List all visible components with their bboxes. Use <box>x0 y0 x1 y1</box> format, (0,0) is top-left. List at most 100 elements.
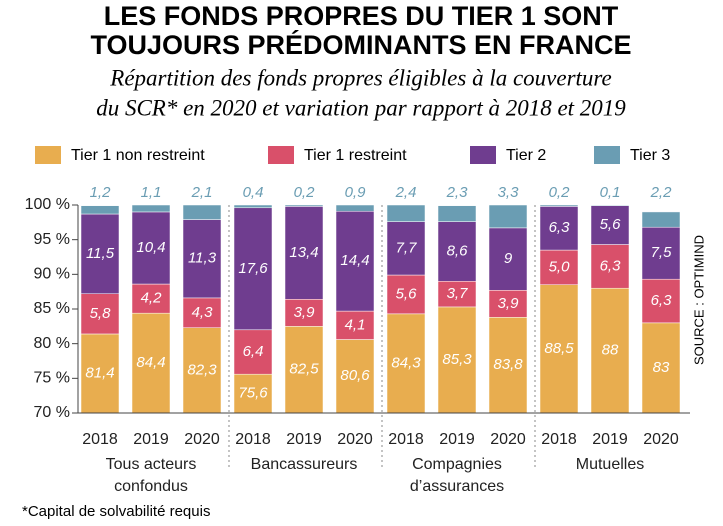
group-label: Mutuelles <box>576 456 644 473</box>
bar-segment <box>233 204 273 209</box>
value-label: 88 <box>602 342 619 359</box>
bar-segment <box>386 313 426 414</box>
value-label: 83 <box>653 359 670 376</box>
bar-segment <box>182 219 222 299</box>
bar-segment <box>284 299 324 327</box>
value-label: 4,3 <box>192 304 214 321</box>
value-label: 88,5 <box>544 340 574 357</box>
value-label: 4,2 <box>141 290 163 307</box>
y-tick-label: 80 % <box>34 335 70 352</box>
x-tick-label: 2018 <box>82 431 118 448</box>
bar-segment <box>182 297 222 328</box>
value-label: 0,1 <box>600 184 621 201</box>
value-label: 82,5 <box>289 361 319 378</box>
legend-swatch <box>35 146 61 164</box>
chart-title: LES FONDS PROPRES DU TIER 1 SONT <box>104 1 619 31</box>
x-tick-label: 2018 <box>235 431 271 448</box>
bar-segment <box>131 283 171 314</box>
value-label: 75,6 <box>238 385 268 402</box>
bar-segment <box>233 373 273 414</box>
value-label: 7,5 <box>651 244 673 261</box>
value-label: 17,6 <box>238 260 268 277</box>
value-label: 3,3 <box>498 184 520 201</box>
bar-segment <box>284 326 324 414</box>
y-tick-label: 70 % <box>34 404 70 421</box>
value-label: 6,3 <box>549 219 571 236</box>
bar-segment <box>335 210 375 312</box>
value-label: 5,8 <box>90 305 112 322</box>
value-label: 11,5 <box>86 245 115 262</box>
bar-segment <box>539 204 579 207</box>
bar-segment <box>539 249 579 285</box>
y-tick-label: 95 % <box>34 231 70 248</box>
value-label: 83,8 <box>493 356 523 373</box>
bar-segment <box>80 213 120 294</box>
x-tick-label: 2020 <box>643 431 679 448</box>
value-label: 82,3 <box>187 361 217 378</box>
x-tick-label: 2019 <box>439 431 475 448</box>
value-label: 10,4 <box>136 239 165 256</box>
bar-segment <box>437 306 477 414</box>
bar-segment <box>437 221 477 282</box>
value-label: 84,3 <box>391 354 421 371</box>
value-label: 0,2 <box>549 184 571 201</box>
legend-swatch <box>594 146 620 164</box>
legend-swatch <box>470 146 496 164</box>
x-tick-label: 2019 <box>286 431 322 448</box>
bar-segment <box>488 317 528 414</box>
value-label: 0,9 <box>345 184 367 201</box>
group-separators <box>228 205 536 470</box>
value-label: 11,3 <box>188 250 217 267</box>
value-label: 5,6 <box>600 216 622 233</box>
bar-segment <box>437 281 477 308</box>
value-label: 4,1 <box>345 316 366 333</box>
group-label: Bancassureurs <box>251 456 358 473</box>
bar-segment <box>335 204 375 212</box>
x-tick-label: 2019 <box>133 431 169 448</box>
value-label: 6,3 <box>651 292 673 309</box>
footnote: *Capital de solvabilité requis <box>22 503 210 520</box>
y-tick-label: 100 % <box>25 196 70 213</box>
group-label: confondus <box>114 478 188 495</box>
value-label: 13,4 <box>289 244 318 261</box>
chart-title: TOUJOURS PRÉDOMINANTS EN FRANCE <box>90 29 631 60</box>
bar-segment <box>80 333 120 414</box>
value-label: 2,3 <box>446 184 469 201</box>
y-tick-label: 90 % <box>34 266 70 283</box>
bar-segment <box>437 205 477 222</box>
value-label: 3,9 <box>294 304 316 321</box>
subtitle: Répartition des fonds propres éligibles … <box>109 65 611 90</box>
y-tick-label: 75 % <box>34 370 70 387</box>
bar-segment <box>386 221 426 276</box>
group-label: Tous acteurs <box>106 456 197 473</box>
x-tick-label: 2019 <box>592 431 628 448</box>
x-tick-label: 2018 <box>388 431 424 448</box>
bar-segment <box>386 274 426 315</box>
bar-segment <box>233 207 273 331</box>
value-label: 7,7 <box>396 239 418 256</box>
value-label: 8,6 <box>447 242 469 259</box>
bar-segment <box>284 204 324 207</box>
value-label: 5,6 <box>396 285 418 302</box>
value-label: 14,4 <box>340 252 369 269</box>
bar-segment <box>641 211 681 228</box>
bar-segment <box>131 211 171 285</box>
value-label: 0,2 <box>294 184 316 201</box>
value-label: 3,7 <box>447 285 469 302</box>
value-label: 9 <box>504 250 513 267</box>
value-label: 81,4 <box>85 364 114 381</box>
bar-segment <box>386 204 426 222</box>
source: SOURCE : OPTIMIND <box>691 235 706 365</box>
y-tick-label: 85 % <box>34 300 70 317</box>
x-tick-label: 2020 <box>490 431 526 448</box>
bar-segment <box>539 284 579 414</box>
value-label: 84,4 <box>136 354 165 371</box>
bar-segment <box>335 310 375 340</box>
legend-label: Tier 1 non restreint <box>71 147 205 164</box>
value-label: 0,4 <box>243 184 264 201</box>
group-label: d’assurances <box>410 478 504 495</box>
bar-segment <box>80 293 120 335</box>
bar-segment <box>488 204 528 229</box>
value-label: 85,3 <box>442 351 472 368</box>
